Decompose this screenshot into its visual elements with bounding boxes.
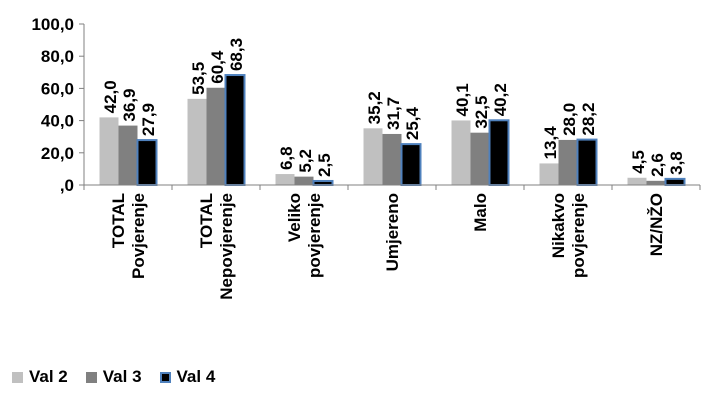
data-label: 3,8: [667, 151, 686, 175]
data-label: 40,1: [453, 83, 472, 116]
x-tick-label: Veliko: [285, 193, 304, 242]
bar: [363, 128, 383, 185]
x-tick-label: Nepovjerenje: [217, 193, 236, 300]
legend-swatch-val3: [85, 371, 97, 383]
bar: [400, 143, 422, 187]
x-tick-label: Malo: [471, 193, 490, 232]
data-label: 40,2: [491, 83, 510, 116]
data-label: 35,2: [365, 91, 384, 124]
legend-swatch-val2: [12, 371, 23, 383]
bar: [275, 174, 295, 185]
data-label: 68,3: [227, 38, 246, 71]
bar: [451, 120, 471, 185]
data-label: 60,4: [208, 50, 227, 84]
bar-chart: ,0 20,0 40,0 60,0 80,0 100,0 42,0 36,9 27,9 53,5…: [31, 15, 701, 300]
data-label: 6,8: [277, 146, 296, 170]
y-tick-label: 80,0: [41, 47, 74, 66]
y-tick-label: 40,0: [41, 112, 74, 131]
data-label: 31,7: [384, 97, 403, 130]
data-label: 32,5: [472, 96, 491, 129]
y-tick-label: 60,0: [41, 79, 74, 98]
x-tick-label: TOTAL: [109, 193, 128, 248]
value-labels-group: 42,0 36,9 27,9 53,5 60,4 68,3 6,8 5,2 2,5 35,2 31,…: [101, 38, 686, 177]
bar: [187, 98, 207, 185]
x-tick-label: povjerenje: [305, 193, 324, 278]
bar: [470, 132, 490, 185]
y-axis: ,0 20,0 40,0 60,0 80,0 100,0: [31, 15, 85, 195]
y-tick-label: ,0: [60, 176, 74, 195]
bar: [206, 87, 226, 185]
data-label: 28,0: [560, 103, 579, 136]
x-tick-label: povjerenje: [569, 193, 588, 278]
x-tick-label: TOTAL: [197, 193, 216, 248]
data-label: 5,2: [296, 149, 315, 173]
y-tick-label: 100,0: [31, 15, 74, 34]
bar: [646, 180, 666, 185]
data-label: 27,9: [139, 103, 158, 136]
legend-item-val4: Val 4: [159, 367, 216, 387]
bar: [664, 177, 686, 187]
bar: [224, 74, 246, 186]
bar: [294, 176, 314, 185]
bar: [488, 119, 510, 186]
x-tick-label: NZ/NŽO: [647, 193, 666, 256]
data-label: 2,5: [315, 153, 334, 177]
bar: [627, 177, 647, 185]
bar: [99, 117, 119, 185]
bar: [539, 163, 559, 185]
x-tick-label: Povjerenje: [129, 193, 148, 279]
bar: [118, 125, 138, 185]
legend-item-val2: Val 2: [12, 367, 68, 387]
data-label: 13,4: [541, 126, 560, 160]
data-label: 4,5: [629, 150, 648, 174]
legend-swatch-val4: [159, 371, 171, 383]
data-label: 36,9: [120, 88, 139, 121]
data-label: 53,5: [189, 62, 208, 95]
x-axis: TOTAL Povjerenje TOTAL Nepovjerenje Veliko po…: [83, 184, 701, 300]
legend-label-val3: Val 3: [102, 367, 142, 386]
x-tick-label: Nikakvo: [549, 193, 568, 258]
bars-group: [99, 74, 686, 187]
legend-label-val2: Val 2: [29, 367, 68, 386]
x-tick-label: Umjereno: [383, 193, 402, 271]
y-tick-label: 20,0: [41, 144, 74, 163]
legend: Val 2 Val 3 Val 4: [12, 367, 233, 387]
bar: [558, 139, 578, 185]
data-label: 42,0: [101, 80, 120, 113]
bar: [136, 139, 158, 186]
data-label: 28,2: [579, 103, 598, 136]
data-label: 25,4: [403, 106, 422, 140]
bar: [312, 179, 334, 187]
bar: [576, 138, 598, 187]
legend-label-val4: Val 4: [176, 367, 216, 386]
data-label: 2,6: [648, 153, 667, 177]
bar: [382, 133, 402, 185]
legend-item-val3: Val 3: [85, 367, 142, 387]
